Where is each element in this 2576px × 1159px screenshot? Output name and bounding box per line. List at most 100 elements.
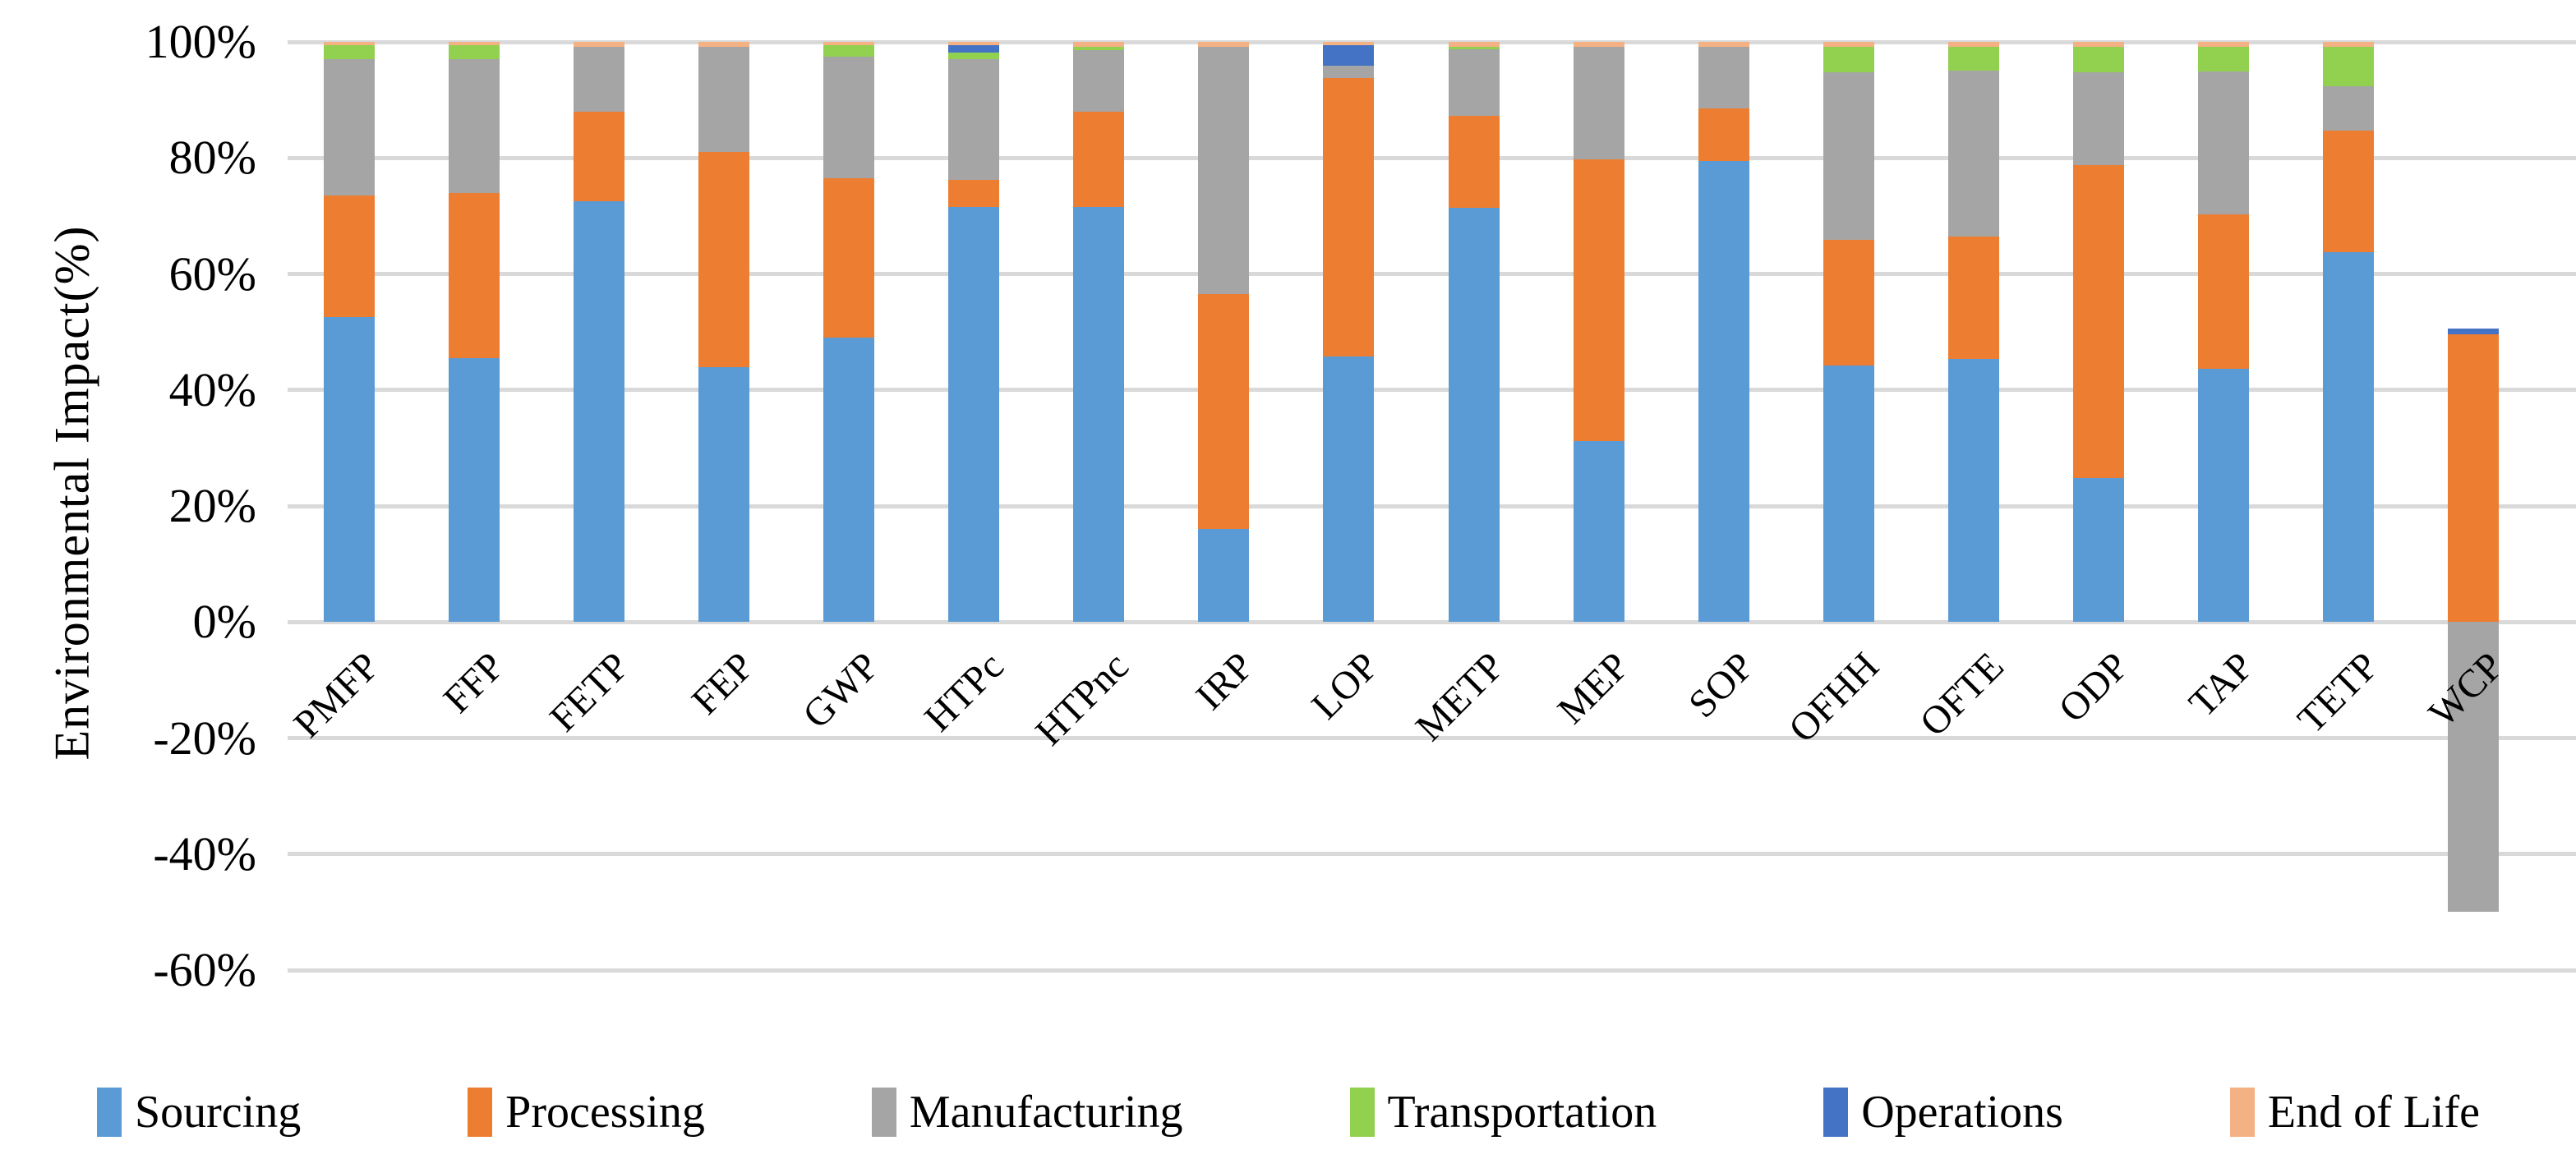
bar-segment-FEP-sourcing — [698, 366, 750, 623]
bar-segment-TAP-processing — [2197, 214, 2249, 370]
bar-segment-ODP-processing — [2072, 164, 2124, 479]
bar-segment-OFHH-transportation — [1823, 46, 1874, 73]
bar-segment-SOP-processing — [1698, 108, 1749, 162]
bar-segment-GWP-sourcing — [823, 338, 875, 623]
gridline-0% — [288, 619, 2576, 624]
bar-segment-METP-manufacturing — [1448, 49, 1500, 116]
y-tick-label: 40% — [168, 362, 256, 416]
legend-label: Processing — [505, 1087, 705, 1138]
bar-segment-METP-end-of-life — [1448, 42, 1500, 47]
gridline-100% — [288, 39, 2576, 44]
bar-segment-FFP-processing — [449, 192, 500, 358]
bar-segment-GWP-processing — [823, 177, 875, 338]
bar-segment-METP-transportation — [1448, 46, 1500, 50]
bar-segment-OFTE-end-of-life — [1947, 42, 1999, 47]
gridline-60% — [288, 272, 2576, 276]
legend-label: End of Life — [2267, 1087, 2480, 1138]
bar-segment-OFTE-sourcing — [1947, 359, 1999, 623]
bar-segment-METP-sourcing — [1448, 207, 1500, 623]
bar-segment-LOP-operations — [1323, 45, 1375, 66]
bar-segment-IRP-end-of-life — [1198, 42, 1250, 47]
bar-segment-ODP-manufacturing — [2072, 71, 2124, 165]
y-tick-label: 60% — [168, 246, 256, 301]
bar-segment-OFHH-sourcing — [1823, 366, 1874, 623]
y-tick-label: -20% — [153, 711, 256, 765]
bar-segment-LOP-processing — [1323, 78, 1375, 356]
y-tick-label: 100% — [145, 15, 256, 68]
legend-label: Transportation — [1387, 1087, 1657, 1138]
gridline-80% — [288, 155, 2576, 160]
bar-segment-LOP-end-of-life — [1323, 42, 1375, 46]
bar-segment-GWP-end-of-life — [823, 42, 875, 45]
legend-label: Operations — [1861, 1087, 2063, 1138]
bar-segment-PMFP-processing — [324, 195, 375, 318]
bar-segment-TAP-manufacturing — [2197, 71, 2249, 214]
bar-segment-PMFP-manufacturing — [324, 59, 375, 196]
bar-segment-TETP-manufacturing — [2322, 86, 2374, 131]
bar-segment-WCP-manufacturing — [2448, 622, 2500, 913]
legend-swatch-operations — [1823, 1088, 1849, 1137]
bar-segment-IRP-manufacturing — [1198, 46, 1250, 295]
bar-segment-IRP-processing — [1198, 294, 1250, 530]
legend-label: Manufacturing — [909, 1087, 1183, 1138]
legend-item-end-of-life: End of Life — [2229, 1086, 2480, 1138]
y-tick-label: -40% — [153, 826, 256, 881]
y-tick-label: 0% — [192, 595, 256, 649]
bar-segment-MEP-manufacturing — [1573, 46, 1624, 160]
bar-segment-HTPc-end-of-life — [948, 42, 1000, 46]
legend-swatch-processing — [468, 1088, 493, 1137]
gridline--40% — [288, 852, 2576, 857]
bar-segment-MEP-end-of-life — [1573, 42, 1624, 47]
bar-segment-OFTE-processing — [1947, 237, 1999, 360]
bar-segment-FFP-sourcing — [449, 357, 500, 623]
bar-segment-HTPnc-transportation — [1073, 46, 1125, 50]
bar-segment-OFTE-transportation — [1947, 46, 1999, 71]
legend-item-transportation: Transportation — [1349, 1086, 1657, 1138]
bar-segment-FETP-processing — [574, 111, 625, 202]
y-tick-label: -60% — [153, 943, 256, 996]
y-tick-label: 20% — [168, 479, 256, 532]
bar-segment-METP-processing — [1448, 115, 1500, 208]
legend-item-processing: Processing — [468, 1086, 705, 1138]
legend-swatch-sourcing — [97, 1088, 122, 1137]
bar-segment-FFP-transportation — [449, 44, 500, 60]
bar-segment-MEP-sourcing — [1573, 440, 1624, 623]
bar-segment-SOP-manufacturing — [1698, 46, 1749, 108]
bar-segment-SOP-sourcing — [1698, 161, 1749, 623]
bar-segment-HTPc-manufacturing — [948, 59, 1000, 181]
bar-segment-OFHH-end-of-life — [1823, 42, 1874, 47]
bar-segment-PMFP-transportation — [324, 44, 375, 60]
bar-segment-HTPnc-processing — [1073, 111, 1125, 208]
gridline-40% — [288, 388, 2576, 393]
bar-segment-LOP-manufacturing — [1323, 65, 1375, 79]
bar-segment-PMFP-sourcing — [324, 317, 375, 623]
bar-segment-LOP-sourcing — [1323, 356, 1375, 623]
bar-segment-FETP-sourcing — [574, 201, 625, 623]
bar-segment-FFP-manufacturing — [449, 59, 500, 193]
bar-segment-FEP-processing — [698, 152, 750, 367]
bar-segment-HTPnc-sourcing — [1073, 207, 1125, 623]
gridline-20% — [288, 504, 2576, 508]
legend-item-manufacturing: Manufacturing — [871, 1086, 1183, 1138]
bar-segment-TAP-end-of-life — [2197, 42, 2249, 47]
bar-segment-OFTE-manufacturing — [1947, 71, 1999, 237]
bar-segment-HTPc-processing — [948, 180, 1000, 208]
bar-segment-ODP-transportation — [2072, 47, 2124, 72]
bar-segment-WCP-processing — [2448, 333, 2500, 623]
bar-segment-FFP-end-of-life — [449, 42, 500, 45]
bar-segment-MEP-processing — [1573, 159, 1624, 441]
bar-segment-ODP-sourcing — [2072, 478, 2124, 623]
bar-segment-HTPc-operations — [948, 45, 1000, 53]
bar-segment-FEP-end-of-life — [698, 42, 750, 47]
bar-segment-OFHH-manufacturing — [1823, 72, 1874, 240]
legend-item-operations: Operations — [1823, 1086, 2063, 1138]
bar-segment-IRP-sourcing — [1198, 529, 1250, 623]
y-tick-label: 80% — [168, 131, 256, 185]
legend-swatch-transportation — [1349, 1088, 1375, 1137]
bar-segment-FETP-end-of-life — [574, 42, 625, 47]
plot-area — [288, 39, 2576, 973]
legend-label: Sourcing — [135, 1087, 302, 1138]
legend-item-sourcing: Sourcing — [97, 1086, 301, 1138]
gridline--20% — [288, 736, 2576, 740]
